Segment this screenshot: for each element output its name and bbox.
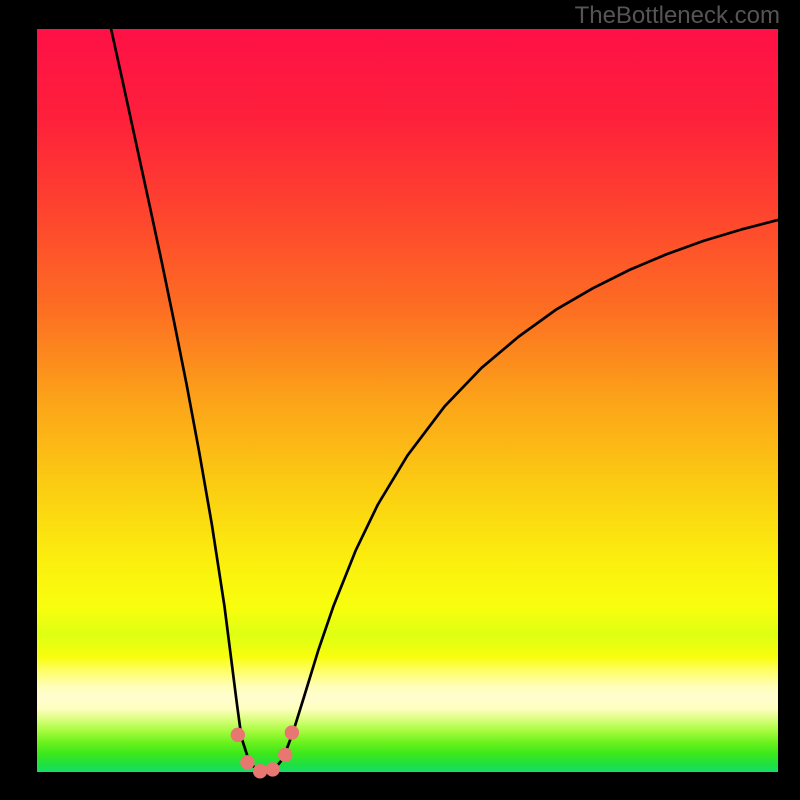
chart-svg-overlay — [0, 0, 800, 800]
curve-marker — [265, 762, 279, 776]
curve-marker — [253, 764, 267, 778]
bottleneck-curve — [111, 29, 778, 772]
chart-container: TheBottleneck.com — [0, 0, 800, 800]
curve-marker — [240, 755, 254, 769]
curve-marker — [231, 728, 245, 742]
curve-marker — [285, 725, 299, 739]
curve-marker — [278, 748, 292, 762]
